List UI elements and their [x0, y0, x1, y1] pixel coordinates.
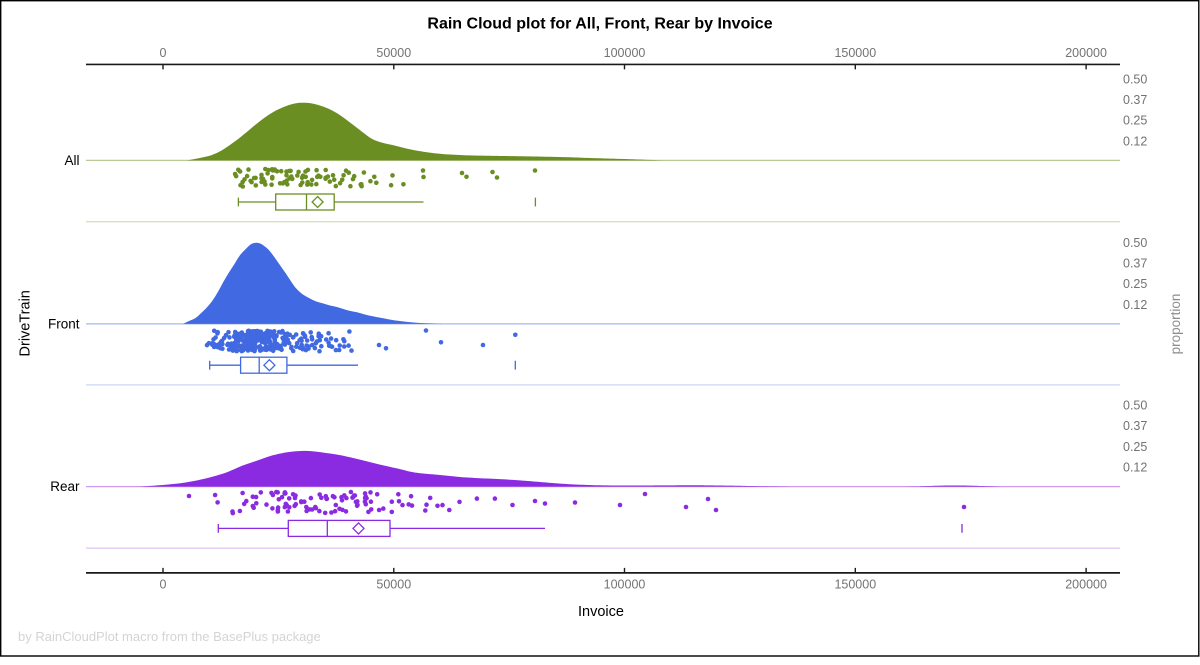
svg-text:by RainCloudPlot macro from th: by RainCloudPlot macro from the BasePlus…: [18, 629, 321, 644]
svg-text:0.50: 0.50: [1123, 399, 1147, 413]
svg-text:150000: 150000: [834, 577, 876, 591]
svg-text:0: 0: [160, 46, 167, 60]
svg-text:200000: 200000: [1065, 577, 1107, 591]
svg-text:50000: 50000: [376, 46, 411, 60]
svg-text:0.25: 0.25: [1123, 277, 1147, 291]
svg-text:0.12: 0.12: [1123, 298, 1147, 312]
svg-text:50000: 50000: [376, 577, 411, 591]
svg-text:0.12: 0.12: [1123, 134, 1147, 148]
svg-text:Invoice: Invoice: [578, 604, 624, 620]
svg-text:0.37: 0.37: [1123, 419, 1147, 433]
svg-text:Front: Front: [48, 317, 80, 332]
svg-text:0.50: 0.50: [1123, 72, 1147, 86]
svg-text:0.37: 0.37: [1123, 93, 1147, 107]
svg-text:0: 0: [160, 577, 167, 591]
svg-text:DriveTrain: DriveTrain: [18, 290, 34, 356]
svg-text:Rain Cloud plot for All, Front: Rain Cloud plot for All, Front, Rear by …: [427, 15, 772, 32]
svg-text:proportion: proportion: [1168, 294, 1183, 355]
svg-text:100000: 100000: [604, 577, 646, 591]
svg-text:0.50: 0.50: [1123, 236, 1147, 250]
svg-text:0.25: 0.25: [1123, 440, 1147, 454]
svg-text:200000: 200000: [1065, 46, 1107, 60]
svg-text:0.12: 0.12: [1123, 461, 1147, 475]
svg-text:150000: 150000: [834, 46, 876, 60]
svg-text:All: All: [64, 153, 79, 168]
svg-text:0.25: 0.25: [1123, 114, 1147, 128]
svg-text:0.37: 0.37: [1123, 256, 1147, 270]
svg-text:Rear: Rear: [50, 479, 80, 494]
svg-text:100000: 100000: [604, 46, 646, 60]
